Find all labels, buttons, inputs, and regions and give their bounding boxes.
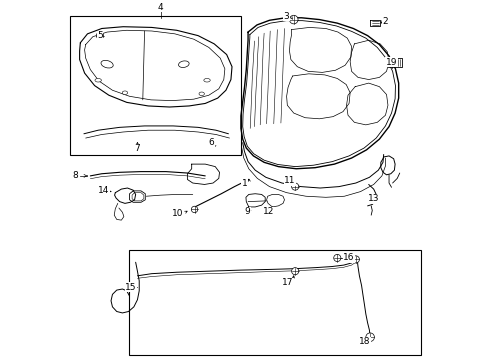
Bar <box>70 16 241 155</box>
Text: 18: 18 <box>358 337 369 346</box>
Text: 2: 2 <box>382 17 387 26</box>
Text: 15: 15 <box>125 283 137 292</box>
Circle shape <box>351 256 359 263</box>
Text: 6: 6 <box>208 138 214 147</box>
Text: 1: 1 <box>241 179 247 188</box>
Circle shape <box>191 206 197 213</box>
Ellipse shape <box>199 92 204 96</box>
Circle shape <box>291 267 298 275</box>
Text: 11: 11 <box>284 176 295 185</box>
Text: 4: 4 <box>158 3 163 12</box>
Text: 16: 16 <box>343 253 354 262</box>
Ellipse shape <box>95 78 101 82</box>
Text: 7: 7 <box>134 144 140 153</box>
Circle shape <box>333 255 340 261</box>
Text: 17: 17 <box>282 278 293 287</box>
Text: 10: 10 <box>171 208 183 217</box>
Ellipse shape <box>101 60 113 68</box>
Text: 8: 8 <box>72 171 78 180</box>
Text: 19: 19 <box>385 58 396 67</box>
Text: 9: 9 <box>244 207 250 216</box>
Bar <box>128 250 420 355</box>
Ellipse shape <box>122 91 127 95</box>
Text: 14: 14 <box>98 186 109 195</box>
Text: 13: 13 <box>367 194 379 203</box>
Circle shape <box>365 333 374 342</box>
Text: 5: 5 <box>97 31 102 40</box>
Text: 12: 12 <box>263 207 274 216</box>
Text: 3: 3 <box>283 12 289 21</box>
Ellipse shape <box>203 78 210 82</box>
Circle shape <box>289 15 297 24</box>
Ellipse shape <box>178 61 189 67</box>
Circle shape <box>291 183 298 190</box>
Circle shape <box>96 32 103 39</box>
